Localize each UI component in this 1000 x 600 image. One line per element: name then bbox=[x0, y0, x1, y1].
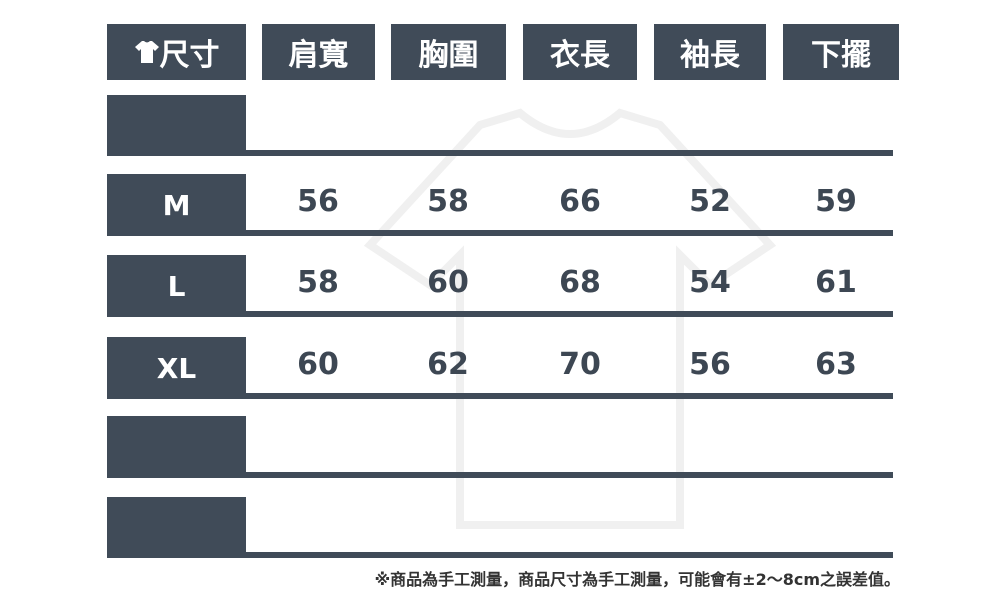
size-label bbox=[107, 95, 246, 156]
measurement-value: 60 bbox=[297, 347, 339, 382]
measurement-value: 52 bbox=[689, 184, 731, 219]
measurement-value: 61 bbox=[815, 265, 857, 300]
header-size: 尺寸 bbox=[107, 24, 246, 80]
measurement-value: 58 bbox=[297, 265, 339, 300]
row-divider bbox=[246, 472, 893, 478]
row-divider bbox=[246, 150, 893, 156]
header-size-label: 尺寸 bbox=[159, 38, 220, 73]
size-label: XL bbox=[107, 337, 246, 399]
size-label bbox=[107, 416, 246, 478]
measurement-value: 70 bbox=[559, 347, 601, 382]
measurement-value: 58 bbox=[427, 184, 469, 219]
header-chest: 胸圍 bbox=[391, 24, 506, 80]
size-label: M bbox=[107, 174, 246, 236]
measurement-value: 60 bbox=[427, 265, 469, 300]
measurement-value: 62 bbox=[427, 347, 469, 382]
size-label: L bbox=[107, 255, 246, 317]
row-divider bbox=[246, 393, 893, 399]
size-label bbox=[107, 497, 246, 558]
measurement-value: 66 bbox=[559, 184, 601, 219]
tshirt-watermark-icon bbox=[363, 108, 777, 529]
row-divider bbox=[246, 230, 893, 236]
measurement-value: 63 bbox=[815, 347, 857, 382]
measurement-note: ※商品為手工測量，商品尺寸為手工測量，可能會有±2～8cm之誤差值。 bbox=[374, 570, 900, 589]
row-divider bbox=[246, 311, 893, 317]
header-hem: 下擺 bbox=[783, 24, 899, 80]
tshirt-icon bbox=[134, 41, 159, 63]
measurement-value: 59 bbox=[815, 184, 857, 219]
header-length: 衣長 bbox=[523, 24, 637, 80]
header-shoulder: 肩寬 bbox=[262, 24, 375, 80]
measurement-value: 56 bbox=[297, 184, 339, 219]
measurement-value: 54 bbox=[689, 265, 731, 300]
header-sleeve: 袖長 bbox=[654, 24, 766, 80]
measurement-value: 56 bbox=[689, 347, 731, 382]
measurement-value: 68 bbox=[559, 265, 601, 300]
row-divider bbox=[246, 552, 893, 558]
